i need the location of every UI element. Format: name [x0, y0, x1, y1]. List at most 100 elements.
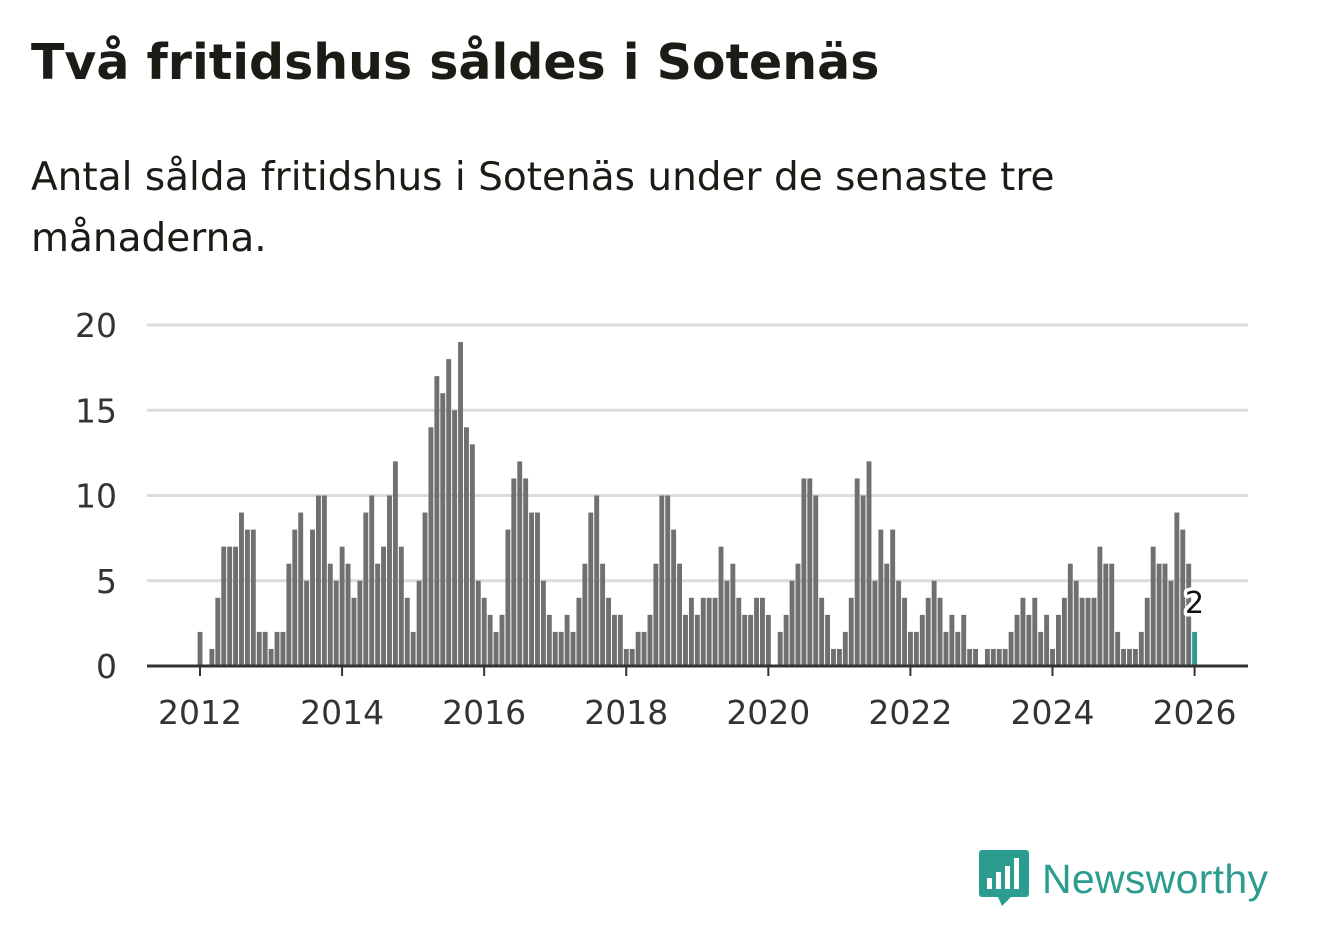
bar: [724, 580, 730, 666]
bar: [742, 614, 748, 666]
bar: [481, 597, 487, 666]
bar: [256, 631, 262, 666]
bar: [712, 597, 718, 666]
bar: [523, 478, 529, 666]
bar: [647, 614, 653, 666]
bar: [1186, 563, 1192, 666]
bar: [316, 495, 321, 666]
bar: [931, 580, 937, 666]
bar: [357, 580, 363, 666]
bar: [375, 563, 381, 666]
bar: [854, 478, 860, 666]
bar: [286, 563, 292, 666]
bar: [1132, 648, 1138, 666]
bar: [1044, 614, 1050, 666]
bar: [730, 563, 736, 666]
bar: [718, 546, 724, 666]
bar: [819, 597, 825, 666]
bar: [612, 614, 617, 666]
bar: [345, 563, 351, 666]
bar: [890, 529, 896, 666]
bar: [410, 631, 416, 666]
bar: [872, 580, 878, 666]
bar: [807, 478, 813, 666]
x-tick-label: 2020: [726, 693, 810, 732]
bar: [813, 495, 819, 666]
bar: [984, 648, 990, 666]
x-tick-label: 2016: [442, 693, 526, 732]
bar: [760, 597, 765, 666]
bar: [641, 631, 647, 666]
bar: [428, 427, 434, 666]
bar: [677, 563, 683, 666]
bar: [1038, 631, 1044, 666]
bar: [304, 580, 310, 666]
y-tick-label: 20: [75, 306, 117, 345]
bar: [860, 495, 866, 666]
bar: [221, 546, 227, 666]
bar: [404, 597, 410, 666]
bar: [736, 597, 742, 666]
bar: [1115, 631, 1121, 666]
bar: [588, 512, 594, 666]
bar: [629, 648, 635, 666]
bar: [659, 495, 665, 666]
bar: [1091, 597, 1097, 666]
bar: [795, 563, 801, 666]
bar: [635, 631, 641, 666]
x-tick-label: 2022: [868, 693, 952, 732]
bar: [398, 546, 404, 666]
bar: [765, 614, 771, 666]
bar: [250, 529, 256, 666]
bar: [434, 376, 440, 666]
bar: [694, 614, 700, 666]
bar: [908, 631, 913, 666]
bar: [973, 648, 979, 666]
bar: [327, 563, 333, 666]
bar: [582, 563, 588, 666]
bar: [1002, 648, 1008, 666]
bar: [310, 529, 315, 666]
bar: [949, 614, 955, 666]
bar: [961, 614, 967, 666]
bar: [392, 461, 398, 666]
bar: [754, 597, 759, 666]
bar: [339, 546, 345, 666]
bar: [233, 546, 239, 666]
bar: [1180, 529, 1186, 666]
bar: [422, 512, 428, 666]
bar: [1008, 631, 1014, 666]
bar: [937, 597, 943, 666]
bar: [1162, 563, 1168, 666]
bar: [606, 597, 611, 666]
bar: [517, 461, 523, 666]
y-tick-label: 10: [75, 477, 117, 516]
bar: [943, 631, 949, 666]
bar: [262, 631, 268, 666]
x-tick-label: 2024: [1010, 693, 1094, 732]
bar: [464, 427, 469, 666]
bar: [683, 614, 688, 666]
bar: [996, 648, 1002, 666]
x-tick-label: 2026: [1153, 693, 1237, 732]
bar: [363, 512, 369, 666]
chart-title: Två fritidshus såldes i Sotenäs: [31, 34, 880, 91]
bar: [1020, 597, 1026, 666]
bar: [1144, 597, 1150, 666]
bar: [594, 495, 600, 666]
bar: [623, 648, 629, 666]
bar: [842, 631, 848, 666]
bar: [1150, 546, 1156, 666]
bar: [789, 580, 795, 666]
bar: [197, 631, 203, 666]
bar: [866, 461, 872, 666]
bar: [458, 342, 463, 666]
bar: [848, 597, 854, 666]
bar: [280, 631, 286, 666]
bar: [540, 580, 546, 666]
bar: [1079, 597, 1085, 666]
y-tick-label: 15: [75, 391, 117, 430]
bar: [801, 478, 807, 666]
bar: [487, 614, 493, 666]
bar: [381, 546, 387, 666]
